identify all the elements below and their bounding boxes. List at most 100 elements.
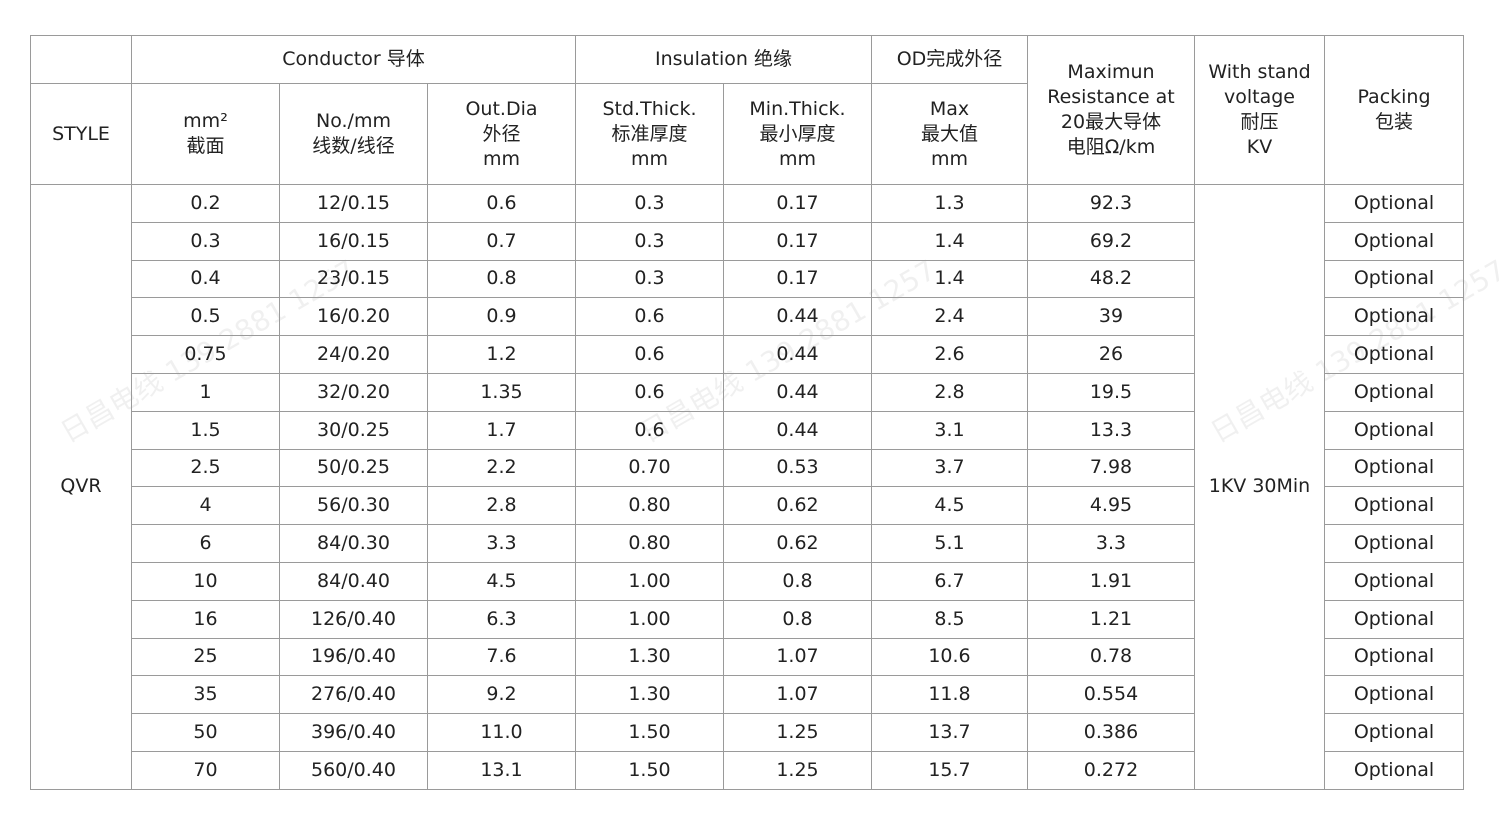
header-line: With stand [1208,61,1311,83]
table-row: 1 32/0.20 1.35 0.6 0.44 2.8 19.5 Optional [31,372,1464,412]
voltage-header: With stand voltage 耐压 KV [1194,35,1325,185]
packing-cell: Optional [1324,524,1464,563]
resistance-cell: 0.386 [1027,713,1195,752]
header-line: 最小厚度 [759,122,836,145]
strands-cell: 84/0.30 [279,524,428,563]
header-line: Max [929,97,970,120]
std-thick-cell: 0.3 [575,184,724,223]
packing-cell: Optional [1324,637,1464,677]
out-dia-cell: 9.2 [427,675,576,715]
header-line: voltage [1224,86,1295,108]
strands-cell: 32/0.20 [279,372,428,412]
packing-cell: Optional [1324,599,1464,639]
out-dia-cell: 0.6 [427,184,576,223]
resistance-cell: 4.95 [1027,486,1195,526]
table-row: 2.5 50/0.25 2.2 0.70 0.53 3.7 7.98 Optional [31,448,1464,488]
area-cell: 0.3 [131,221,280,261]
area-cell: 1.5 [131,410,280,450]
resistance-cell: 13.3 [1027,410,1195,450]
header-line: KV [1246,136,1273,158]
min-thick-cell: 0.53 [723,448,872,488]
area-cell: 0.75 [131,335,280,374]
min-thick-cell: 0.44 [723,297,872,337]
area-cell: 0.2 [131,184,280,223]
strands-cell: 276/0.40 [279,675,428,715]
out-dia-cell: 0.7 [427,221,576,261]
out-dia-cell: 0.9 [427,297,576,337]
std-thick-cell: 0.6 [575,372,724,412]
area-cell: 6 [131,524,280,563]
style-header-blank [30,35,132,84]
od-header: OD完成外径 [871,35,1028,84]
resistance-cell: 48.2 [1027,259,1195,299]
table-row: 0.4 23/0.15 0.8 0.3 0.17 1.4 48.2 Optional [31,259,1464,299]
std-thick-cell: 1.30 [575,675,724,715]
area-cell: 35 [131,675,280,715]
strands-cell: 196/0.40 [279,637,428,677]
od-max-cell: 4.5 [871,486,1028,526]
header-line: 包装 [1374,111,1413,133]
resistance-cell: 26 [1027,335,1195,374]
resistance-cell: 0.272 [1027,750,1195,790]
od-max-cell: 5.1 [871,524,1028,563]
packing-cell: Optional [1324,713,1464,752]
std-thick-header: Std.Thick. 标准厚度 mm [575,83,724,185]
min-thick-cell: 0.62 [723,486,872,526]
packing-cell: Optional [1324,297,1464,337]
strands-cell: 30/0.25 [279,410,428,450]
resistance-cell: 69.2 [1027,221,1195,261]
out-dia-cell: 1.2 [427,335,576,374]
header-line: 最大值 [920,122,978,145]
strands-cell: 12/0.15 [279,184,428,223]
min-thick-cell: 0.17 [723,184,872,223]
std-thick-cell: 0.6 [575,410,724,450]
std-thick-cell: 0.3 [575,221,724,261]
table-row: 16 126/0.40 6.3 1.00 0.8 8.5 1.21 Optional [31,599,1464,639]
std-thick-cell: 0.70 [575,448,724,488]
area-cell: 70 [131,750,280,790]
resistance-cell: 19.5 [1027,372,1195,412]
min-thick-cell: 0.44 [723,335,872,374]
out-dia-cell: 0.8 [427,259,576,299]
strands-cell: 24/0.20 [279,335,428,374]
out-dia-cell: 1.7 [427,410,576,450]
area-cell: 4 [131,486,280,526]
od-max-cell: 2.4 [871,297,1028,337]
header-line: 电阻Ω/km [1066,136,1156,158]
od-max-cell: 1.4 [871,221,1028,261]
table-row: 70 560/0.40 13.1 1.50 1.25 15.7 0.272 Optional [31,750,1464,790]
resistance-cell: 3.3 [1027,524,1195,563]
area-header: mm² 截面 [131,83,280,185]
packing-cell: Optional [1324,448,1464,488]
od-max-header: Max 最大值 mm [871,83,1028,185]
header-line: Packing [1357,86,1431,108]
area-cell: 50 [131,713,280,752]
packing-cell: Optional [1324,259,1464,299]
header-line: Maximun [1067,61,1155,83]
strands-cell: 16/0.20 [279,297,428,337]
header-line: Out.Dia [465,97,538,120]
style-header: STYLE [30,83,132,185]
out-dia-cell: 4.5 [427,561,576,601]
table-row: 0.75 24/0.20 1.2 0.6 0.44 2.6 26 Optional [31,335,1464,374]
strands-header: No./mm 线数/线径 [279,83,428,185]
outdia-header: Out.Dia 外径 mm [427,83,576,185]
packing-cell: Optional [1324,410,1464,450]
min-thick-cell: 1.07 [723,637,872,677]
table-row: 1.5 30/0.25 1.7 0.6 0.44 3.1 13.3 Optional [31,410,1464,450]
header-line: 截面 [186,135,225,157]
od-max-cell: 1.3 [871,184,1028,223]
od-max-cell: 11.8 [871,675,1028,715]
insulation-header: Insulation 绝缘 [575,35,872,84]
header-line: mm [778,147,817,170]
packing-cell: Optional [1324,184,1464,223]
spec-table: Conductor 导体 Insulation 绝缘 OD完成外径 Maximu… [30,35,1464,790]
out-dia-cell: 1.35 [427,372,576,412]
resistance-cell: 1.91 [1027,561,1195,601]
od-max-cell: 8.5 [871,599,1028,639]
min-thick-cell: 0.44 [723,410,872,450]
strands-cell: 23/0.15 [279,259,428,299]
min-thick-header: Min.Thick. 最小厚度 mm [723,83,872,185]
table-row: 6 84/0.30 3.3 0.80 0.62 5.1 3.3 Optional [31,524,1464,563]
od-max-cell: 2.6 [871,335,1028,374]
